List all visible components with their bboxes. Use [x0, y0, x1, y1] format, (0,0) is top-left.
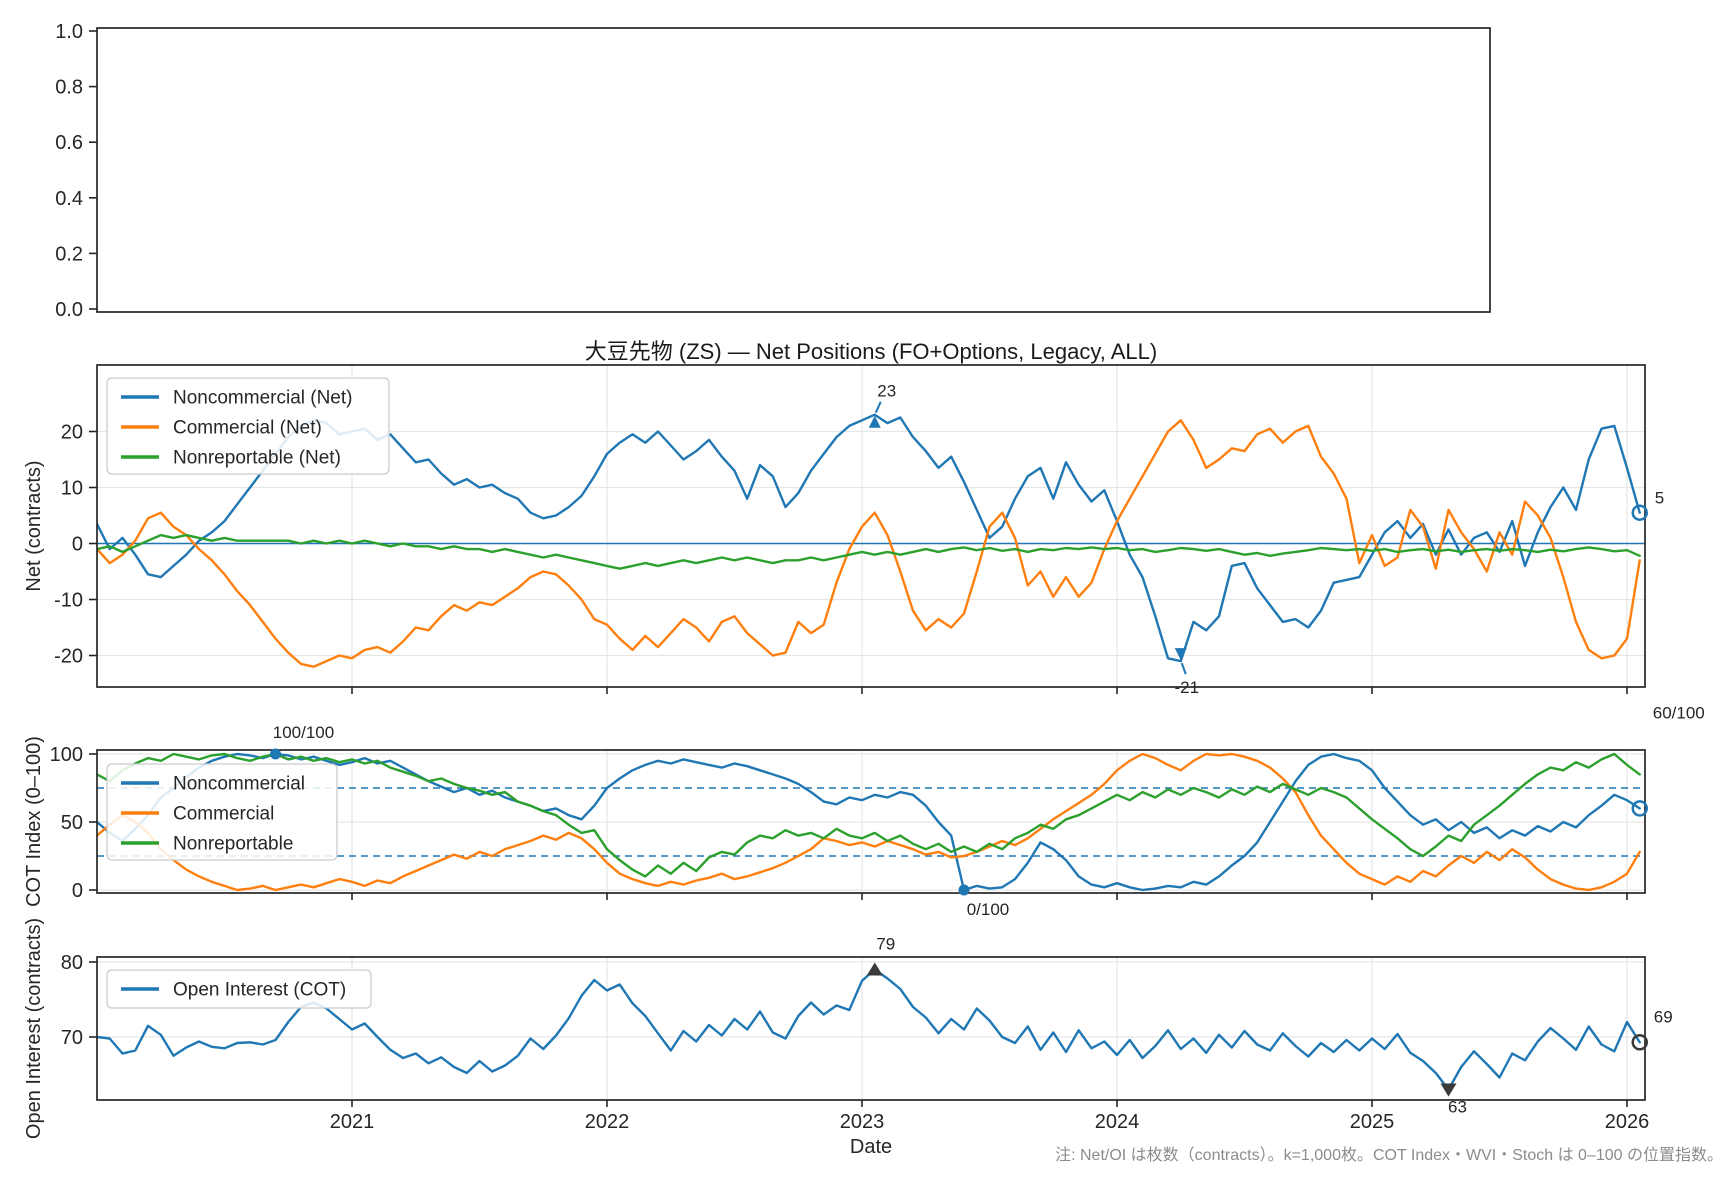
extreme-marker: [1440, 1083, 1457, 1097]
end-value-marker: [1631, 504, 1648, 521]
legend-box: [106, 763, 338, 861]
annotation-arrow: [874, 401, 882, 414]
y-tick-label: 0.4: [55, 188, 83, 210]
y-tick-label: 0.2: [55, 243, 83, 265]
series-commercial-net: [97, 419, 1641, 668]
y-tick-label: 0.6: [55, 132, 83, 154]
legend-open-interest: Open Interest (COT): [106, 969, 372, 1009]
legend-label: Open Interest (COT): [173, 980, 346, 1001]
legend-net-positions: Noncommercial (Net) Commercial (Net) Nonre…: [106, 377, 390, 475]
series-group: [97, 752, 1641, 892]
y-tick-label: 0.0: [55, 299, 83, 321]
y-tick-label: -20: [54, 646, 83, 668]
chart-title: 大豆先物 (ZS) — Net Positions (FO+Options, L…: [584, 339, 1158, 364]
x-tick-label: 2026: [1605, 1111, 1650, 1133]
legend-cot-index: Noncommercial Commercial Nonreportable: [106, 763, 338, 861]
annotation-arrow: [1180, 662, 1187, 675]
panel-frame: [96, 956, 1646, 1101]
legend-box: [106, 377, 390, 475]
y-tick-label: 80: [61, 952, 83, 974]
y-axis-title: COT Index (0–100): [23, 736, 45, 907]
series-nonreportable-net: [97, 533, 1641, 570]
y-tick-label: 70: [61, 1027, 83, 1049]
annotation-label: 69: [1654, 1007, 1673, 1026]
legend-box: [106, 969, 372, 1009]
y-tick-label: 20: [61, 422, 83, 444]
legend-label: Nonreportable: [173, 834, 293, 855]
panel-frame: [96, 27, 1491, 313]
y-tick-label: 0: [72, 880, 83, 902]
end-value-marker: [1631, 800, 1648, 817]
y-tick-label: -10: [54, 590, 83, 612]
x-tick-label: 2022: [585, 1111, 630, 1133]
panel-cot-index: 100 50 0 COT Index (0–100) 100/100 0/100 60/10…: [23, 703, 1705, 919]
extreme-marker: [958, 884, 970, 896]
annotation-label: 79: [876, 935, 895, 954]
series-commercial: [97, 752, 1641, 892]
y-tick-label: 0: [72, 534, 83, 556]
x-axis-label: Date: [849, 1136, 893, 1158]
series-noncommercial: [97, 752, 1641, 892]
annotation-label: 0/100: [967, 900, 1010, 919]
legend-label: Noncommercial (Net): [173, 388, 352, 409]
legend-label: Commercial: [173, 804, 274, 825]
legend-label: Commercial (Net): [173, 418, 322, 439]
y-tick-label: 10: [61, 478, 83, 500]
footer-note: 注: Net/OI は枚数（contracts）。k=1,000枚。COT In…: [1055, 1147, 1723, 1164]
annotation-label: 60/100: [1653, 703, 1705, 722]
x-tick-label: 2024: [1095, 1111, 1140, 1133]
y-tick-label: 50: [61, 812, 83, 834]
panel-net-positions: 20 10 0 -10 -20 Net (contracts) 23 -21 5 Noncomme…: [23, 364, 1664, 697]
y-tick-label: 100: [50, 744, 83, 766]
x-tick-label: 2025: [1350, 1111, 1395, 1133]
panel-empty-axes: 1.0 0.8 0.6 0.4 0.2 0.0: [55, 21, 1491, 321]
extreme-marker: [866, 962, 883, 976]
end-value-marker: [1631, 1034, 1648, 1051]
annotation-label: 100/100: [273, 723, 334, 742]
panel-open-interest: 80 70 Open Interest (contracts) 79 63 69 Open …: [23, 918, 1673, 1139]
annotation-arrowhead: [868, 415, 881, 428]
legend-label: Noncommercial: [173, 774, 305, 795]
extreme-marker: [270, 748, 281, 760]
y-axis-title: Open Interest (contracts): [23, 918, 45, 1139]
panel-frame: [96, 749, 1646, 894]
annotation-arrowhead: [1174, 648, 1187, 661]
panel-frame: [96, 364, 1646, 688]
y-tick-label: 1.0: [55, 21, 83, 43]
y-axis-title: Net (contracts): [23, 460, 45, 591]
annotation-label: 23: [877, 382, 896, 401]
series-nonreportable: [97, 752, 1641, 878]
x-tick-label: 2021: [330, 1111, 375, 1133]
y-tick-label: 0.8: [55, 77, 83, 99]
annotation-label: 63: [1448, 1098, 1467, 1117]
x-tick-label: 2023: [840, 1111, 885, 1133]
annotation-label: -21: [1174, 678, 1199, 697]
annotation-label: 5: [1655, 489, 1664, 508]
legend-label: Nonreportable (Net): [173, 448, 341, 469]
